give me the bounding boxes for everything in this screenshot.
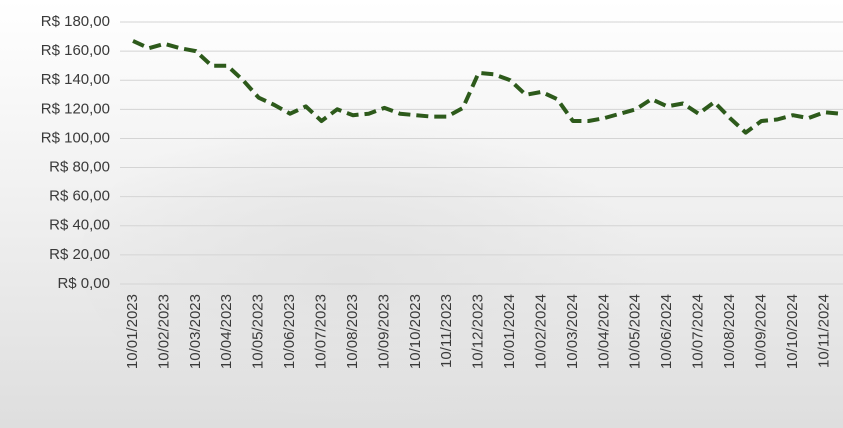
x-tick-label: 10/05/2023 — [250, 294, 267, 369]
x-tick-label: 10/04/2023 — [218, 294, 235, 369]
chart: R$ 0,00 R$ 20,00 R$ 40,00 R$ 60,00 R$ 80,00 R… — [0, 0, 843, 428]
x-tick-label: 10/04/2024 — [595, 294, 612, 369]
y-tick-label: R$ 0,00 — [57, 275, 110, 292]
y-tick-label: R$ 140,00 — [41, 71, 110, 88]
x-tick-label: 10/02/2023 — [155, 294, 172, 369]
y-tick-label: R$ 160,00 — [41, 42, 110, 59]
y-tick-label: R$ 120,00 — [41, 100, 110, 117]
x-tick-label: 10/11/2023 — [438, 294, 455, 368]
x-tick-label: 10/10/2023 — [407, 294, 424, 369]
y-tick-label: R$ 80,00 — [49, 159, 110, 176]
x-tick-label: 10/02/2024 — [532, 294, 549, 369]
x-tick-label: 10/09/2024 — [752, 294, 769, 369]
x-tick-label: 10/01/2024 — [501, 294, 518, 369]
x-tick-label: 10/07/2023 — [313, 294, 330, 369]
x-tick-label: 10/11/2024 — [815, 294, 832, 368]
x-tick-label: 10/03/2023 — [187, 294, 204, 369]
y-tick-label: R$ 180,00 — [41, 13, 110, 30]
y-tick-label: R$ 20,00 — [49, 246, 110, 263]
background-image — [80, 100, 680, 420]
x-tick-label: 10/06/2024 — [658, 294, 675, 369]
y-tick-label: R$ 60,00 — [49, 188, 110, 205]
x-tick-label: 10/10/2024 — [784, 294, 801, 369]
x-tick-label: 10/05/2024 — [627, 294, 644, 369]
x-tick-label: 10/09/2023 — [375, 294, 392, 369]
y-tick-label: R$ 40,00 — [49, 217, 110, 234]
x-tick-label: 10/12/2023 — [470, 294, 487, 369]
x-tick-label: 10/01/2023 — [124, 294, 141, 369]
x-tick-label: 10/07/2024 — [690, 294, 707, 369]
x-tick-label: 10/08/2024 — [721, 294, 738, 369]
x-tick-label: 10/03/2024 — [564, 294, 581, 369]
y-tick-label: R$ 100,00 — [41, 129, 110, 146]
x-tick-label: 10/08/2023 — [344, 294, 361, 369]
x-tick-label: 10/06/2023 — [281, 294, 298, 369]
